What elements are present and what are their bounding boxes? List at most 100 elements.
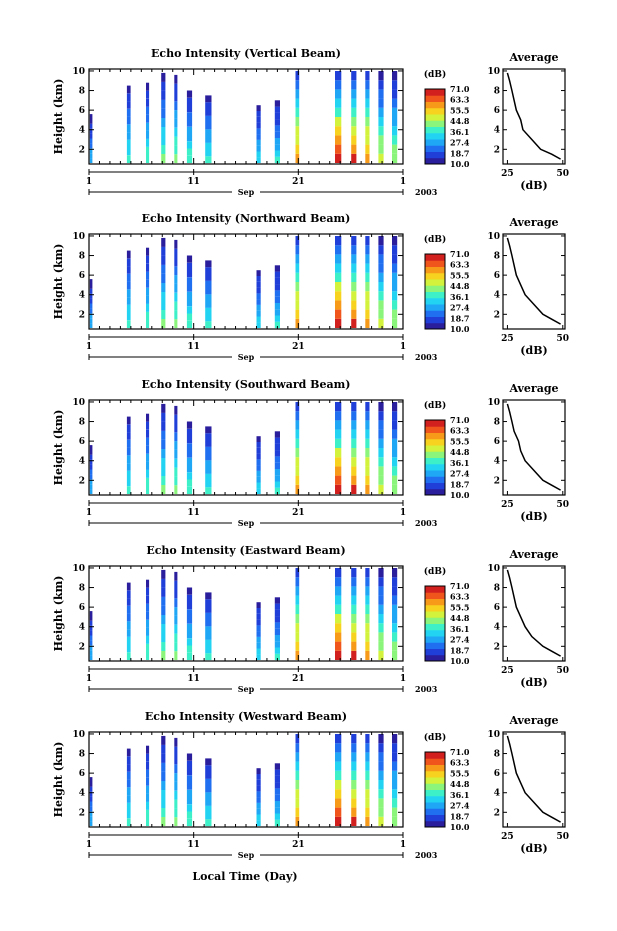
echo-cell <box>146 82 150 91</box>
echo-cell <box>274 302 280 310</box>
echo-cell <box>351 789 357 799</box>
echo-cell <box>161 569 166 579</box>
avg-y-tick-label: 10 <box>487 67 500 77</box>
echo-cell <box>146 785 150 794</box>
colorbar-segment <box>425 266 445 274</box>
x-axis-label: Local Time (Day) <box>192 870 297 883</box>
echo-cell <box>161 412 166 422</box>
echo-cell <box>126 304 131 313</box>
echo-cell <box>335 107 342 117</box>
echo-cell <box>146 478 150 486</box>
echo-cell <box>295 650 300 660</box>
colorbar-tick: 10.0 <box>450 656 470 666</box>
echo-cell <box>146 279 150 288</box>
echo-cell <box>295 752 300 762</box>
echo-cell <box>186 609 193 617</box>
average-xlabel: (dB) <box>520 676 547 689</box>
echo-cell <box>378 604 384 614</box>
echo-cell <box>205 274 212 281</box>
echo-cell <box>146 445 150 454</box>
y-axis-label: Height (km) <box>52 742 65 818</box>
colorbar-tick: 44.8 <box>450 281 470 291</box>
echo-cell <box>146 769 150 778</box>
echo-cell <box>392 650 398 660</box>
year-label: 2003 <box>415 684 438 694</box>
colorbar-tick: 44.8 <box>450 779 470 789</box>
echo-cell <box>392 309 398 319</box>
echo-cell <box>256 768 261 774</box>
echo-cell <box>274 769 280 776</box>
echo-cell <box>274 628 280 635</box>
echo-cell <box>205 799 212 806</box>
echo-cell <box>186 126 193 134</box>
echo-cell <box>146 611 150 620</box>
echo-cell <box>161 651 166 660</box>
echo-cell <box>146 147 150 155</box>
echo-cell <box>205 122 212 130</box>
echo-cell <box>365 429 370 439</box>
echo-cell <box>161 753 166 763</box>
echo-cell <box>126 139 131 148</box>
average-title: Average <box>508 714 558 727</box>
echo-cell <box>146 295 150 304</box>
echo-cell <box>174 127 178 137</box>
echo-cell <box>392 438 398 448</box>
colorbar-segment <box>425 617 445 624</box>
colorbar-segment <box>425 795 445 803</box>
echo-cell <box>392 126 398 136</box>
x-tick-label: 1 <box>86 674 92 684</box>
echo-cell <box>126 116 131 125</box>
x-tick-label: 21 <box>292 674 305 684</box>
echo-cell <box>186 148 193 156</box>
echo-cell <box>186 291 193 299</box>
echo-cell <box>89 635 93 641</box>
echo-cell <box>295 641 300 651</box>
echo-cell <box>174 817 178 826</box>
avg-y-tick-label: 8 <box>494 87 500 97</box>
colorbar-segment <box>425 488 445 496</box>
echo-cell <box>256 111 261 117</box>
echo-cell <box>126 795 131 803</box>
x-tick-label: 1 <box>86 342 92 352</box>
echo-cell <box>335 586 342 596</box>
echo-cell <box>186 804 193 812</box>
month-label-bg <box>232 849 260 860</box>
echo-cell <box>161 476 166 485</box>
echo-cell <box>126 598 131 606</box>
echo-cell <box>205 136 212 143</box>
echo-cell <box>89 474 93 480</box>
echo-cell <box>365 245 370 255</box>
echo-cell <box>126 605 131 614</box>
colorbar-segment <box>425 132 445 140</box>
echo-cell <box>351 318 357 328</box>
colorbar-segment <box>425 623 445 631</box>
echo-cell <box>392 457 398 467</box>
echo-cell <box>295 135 300 145</box>
echo-cell <box>186 797 193 805</box>
echo-cell <box>256 316 261 323</box>
echo-cell <box>89 801 93 807</box>
echo-cell <box>174 154 178 163</box>
echo-cell <box>186 306 193 314</box>
echo-cell <box>274 431 280 438</box>
colorbar-segment <box>425 445 445 452</box>
echo-cell <box>335 780 342 790</box>
echo-cell <box>146 753 150 762</box>
echo-cell <box>161 642 166 651</box>
echo-cell <box>274 788 280 795</box>
echo-cell <box>205 592 212 600</box>
month-label: Sep <box>238 352 255 362</box>
echo-cell <box>174 781 178 791</box>
echo-cell <box>392 402 398 412</box>
month-label: Sep <box>238 850 255 860</box>
colorbar-segment <box>425 642 445 649</box>
echo-cell <box>274 800 280 808</box>
echo-cell <box>335 614 342 624</box>
echo-cell <box>146 421 150 430</box>
echo-cell <box>186 97 193 105</box>
avg-y-tick-label: 8 <box>494 750 500 760</box>
echo-cell <box>365 632 370 642</box>
echo-cell <box>256 447 261 454</box>
x-tick-label: 1 <box>400 674 406 684</box>
colorbar-unit: (dB) <box>424 234 446 245</box>
